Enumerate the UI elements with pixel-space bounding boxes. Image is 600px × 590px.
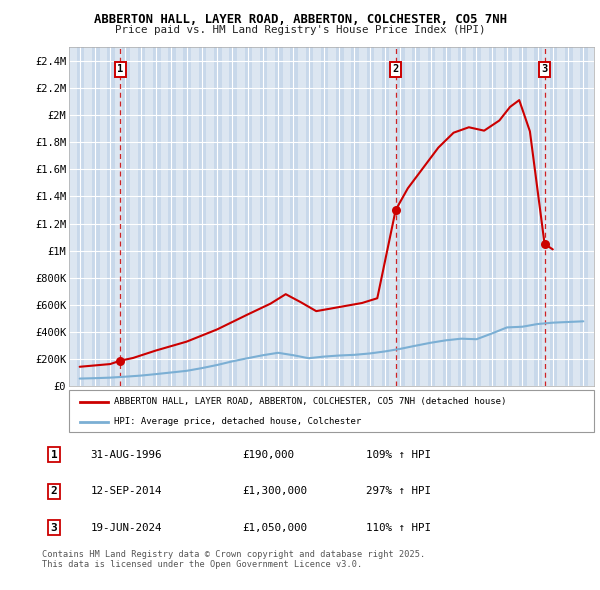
- Text: 3: 3: [541, 64, 548, 74]
- Text: 297% ↑ HPI: 297% ↑ HPI: [366, 486, 431, 496]
- Bar: [275, 47, 283, 386]
- Bar: [550, 47, 557, 386]
- Bar: [336, 47, 344, 386]
- Text: 3: 3: [50, 523, 57, 533]
- Bar: [443, 47, 451, 386]
- Text: £1,050,000: £1,050,000: [242, 523, 307, 533]
- Bar: [168, 47, 176, 386]
- Text: ABBERTON HALL, LAYER ROAD, ABBERTON, COLCHESTER, CO5 7NH (detached house): ABBERTON HALL, LAYER ROAD, ABBERTON, COL…: [113, 398, 506, 407]
- Bar: [107, 47, 115, 386]
- Bar: [580, 47, 588, 386]
- Bar: [519, 47, 527, 386]
- Bar: [184, 47, 191, 386]
- Bar: [122, 47, 130, 386]
- Bar: [504, 47, 512, 386]
- Text: 1: 1: [117, 64, 124, 74]
- Bar: [535, 47, 542, 386]
- Bar: [458, 47, 466, 386]
- Text: 110% ↑ HPI: 110% ↑ HPI: [366, 523, 431, 533]
- Text: Price paid vs. HM Land Registry's House Price Index (HPI): Price paid vs. HM Land Registry's House …: [115, 25, 485, 35]
- Text: 109% ↑ HPI: 109% ↑ HPI: [366, 450, 431, 460]
- Bar: [92, 47, 100, 386]
- Text: 31-AUG-1996: 31-AUG-1996: [91, 450, 162, 460]
- Text: ABBERTON HALL, LAYER ROAD, ABBERTON, COLCHESTER, CO5 7NH: ABBERTON HALL, LAYER ROAD, ABBERTON, COL…: [94, 13, 506, 26]
- Bar: [428, 47, 435, 386]
- Text: 2: 2: [392, 64, 399, 74]
- Bar: [321, 47, 328, 386]
- Bar: [352, 47, 359, 386]
- Bar: [77, 47, 84, 386]
- Bar: [305, 47, 313, 386]
- Text: 12-SEP-2014: 12-SEP-2014: [91, 486, 162, 496]
- Bar: [290, 47, 298, 386]
- Bar: [260, 47, 268, 386]
- Bar: [412, 47, 420, 386]
- Text: 19-JUN-2024: 19-JUN-2024: [91, 523, 162, 533]
- Text: 2: 2: [50, 486, 57, 496]
- Bar: [473, 47, 481, 386]
- Text: HPI: Average price, detached house, Colchester: HPI: Average price, detached house, Colc…: [113, 417, 361, 427]
- Bar: [488, 47, 496, 386]
- Bar: [153, 47, 161, 386]
- Bar: [214, 47, 221, 386]
- Bar: [397, 47, 405, 386]
- Bar: [245, 47, 252, 386]
- Bar: [382, 47, 389, 386]
- Bar: [199, 47, 206, 386]
- Bar: [229, 47, 237, 386]
- Bar: [137, 47, 145, 386]
- Bar: [367, 47, 374, 386]
- Text: Contains HM Land Registry data © Crown copyright and database right 2025.
This d: Contains HM Land Registry data © Crown c…: [42, 550, 425, 569]
- Bar: [565, 47, 572, 386]
- Text: 1: 1: [50, 450, 57, 460]
- Text: £190,000: £190,000: [242, 450, 294, 460]
- Text: £1,300,000: £1,300,000: [242, 486, 307, 496]
- FancyBboxPatch shape: [69, 390, 594, 432]
